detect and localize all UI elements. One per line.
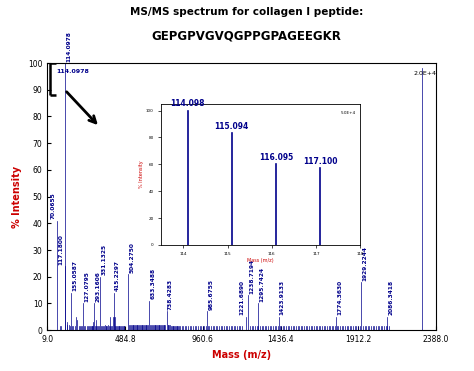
Text: 114.0978: 114.0978 xyxy=(56,69,89,73)
X-axis label: Mass (m/z): Mass (m/z) xyxy=(212,349,271,359)
Text: 633.3488: 633.3488 xyxy=(151,268,156,299)
Text: 415.2297: 415.2297 xyxy=(115,260,120,292)
Text: 115.094: 115.094 xyxy=(215,122,249,131)
Text: 1774.3630: 1774.3630 xyxy=(337,280,342,315)
Text: 1221.6890: 1221.6890 xyxy=(239,280,244,315)
Text: 2.0E+4: 2.0E+4 xyxy=(413,71,436,76)
Y-axis label: % Intensity: % Intensity xyxy=(139,161,145,188)
Text: 127.0795: 127.0795 xyxy=(84,271,89,302)
Text: 117.100: 117.100 xyxy=(303,157,337,165)
Text: 504.2750: 504.2750 xyxy=(129,242,135,273)
Text: 114.0978: 114.0978 xyxy=(66,31,71,62)
Y-axis label: % Intensity: % Intensity xyxy=(12,165,22,228)
Text: 1295.7424: 1295.7424 xyxy=(259,267,264,302)
Text: 155.0587: 155.0587 xyxy=(73,260,78,292)
Text: 1238.7194: 1238.7194 xyxy=(250,259,255,294)
Text: GEPGPVGVQGPPGPAGEEGKR: GEPGPVGVQGPPGPAGEEGKR xyxy=(152,30,341,43)
Text: MS/MS spectrum for collagen I peptide:: MS/MS spectrum for collagen I peptide: xyxy=(130,7,363,17)
Text: 114.098: 114.098 xyxy=(170,99,205,108)
Text: 70.0655: 70.0655 xyxy=(51,193,56,219)
Text: 1929.2244: 1929.2244 xyxy=(363,246,367,281)
Text: 985.6755: 985.6755 xyxy=(208,279,213,310)
Text: 1423.9133: 1423.9133 xyxy=(280,280,285,315)
Text: 331.1325: 331.1325 xyxy=(101,244,106,275)
Text: 738.4283: 738.4283 xyxy=(168,279,173,310)
Text: 2086.3418: 2086.3418 xyxy=(388,280,393,315)
Text: 116.095: 116.095 xyxy=(259,152,293,162)
X-axis label: Mass (m/z): Mass (m/z) xyxy=(247,258,274,263)
Text: 5.0E+4: 5.0E+4 xyxy=(341,111,356,115)
Text: 293.1606: 293.1606 xyxy=(95,271,100,302)
Text: 117.1800: 117.1800 xyxy=(59,234,64,265)
